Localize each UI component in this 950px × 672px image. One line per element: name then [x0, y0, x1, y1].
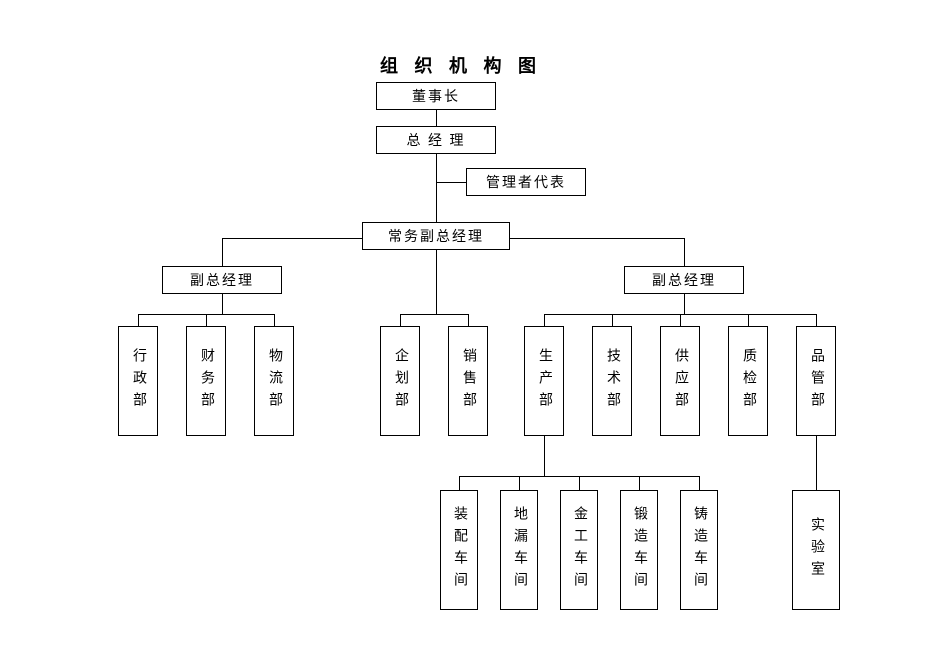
connector-line [816, 314, 817, 326]
node-supply: 供应部 [660, 326, 700, 436]
node-dgm_right: 副总经理 [624, 266, 744, 294]
connector-line [138, 314, 139, 326]
node-dgm_left: 副总经理 [162, 266, 282, 294]
connector-line [544, 436, 545, 476]
node-admin: 行政部 [118, 326, 158, 436]
connector-line [436, 154, 437, 222]
org-chart-canvas: 组 织 机 构 图董事长总 经 理管理者代表常务副总经理副总经理 副总经理行政部财… [0, 0, 950, 672]
connector-line [222, 238, 223, 266]
node-exec_dgm: 常务副总经理 [362, 222, 510, 250]
node-logistics: 物流部 [254, 326, 294, 436]
connector-line [519, 476, 520, 490]
connector-line [684, 294, 685, 314]
node-production: 生产部 [524, 326, 564, 436]
node-chairman: 董事长 [376, 82, 496, 110]
node-ws_assembly: 装配车间 [440, 490, 478, 610]
connector-line [816, 436, 817, 490]
connector-line [680, 314, 681, 326]
node-tech: 技术部 [592, 326, 632, 436]
connector-line [468, 314, 469, 326]
connector-line [436, 110, 437, 126]
connector-line [544, 314, 545, 326]
node-finance: 财务部 [186, 326, 226, 436]
connector-line [699, 476, 700, 490]
node-qc: 质检部 [728, 326, 768, 436]
connector-line [436, 250, 437, 314]
node-gm: 总 经 理 [376, 126, 496, 154]
connector-line [639, 476, 640, 490]
node-mgmt_rep: 管理者代表 [466, 168, 586, 196]
node-ws_cast: 铸造车间 [680, 490, 718, 610]
connector-line [684, 238, 685, 266]
connector-line [274, 314, 275, 326]
connector-line [222, 294, 223, 314]
node-ws_forge: 锻造车间 [620, 490, 658, 610]
connector-line [400, 314, 401, 326]
node-planning: 企划部 [380, 326, 420, 436]
connector-line [579, 476, 580, 490]
chart-title: 组 织 机 构 图 [380, 52, 542, 78]
node-lab: 实验室 [792, 490, 840, 610]
connector-line [400, 314, 468, 315]
connector-line [748, 314, 749, 326]
node-sales: 销售部 [448, 326, 488, 436]
connector-line [206, 314, 207, 326]
node-ws_metal: 金工车间 [560, 490, 598, 610]
connector-line [612, 314, 613, 326]
connector-line [459, 476, 460, 490]
node-ws_drain: 地漏车间 [500, 490, 538, 610]
node-qm: 品管部 [796, 326, 836, 436]
connector-line [436, 182, 466, 183]
